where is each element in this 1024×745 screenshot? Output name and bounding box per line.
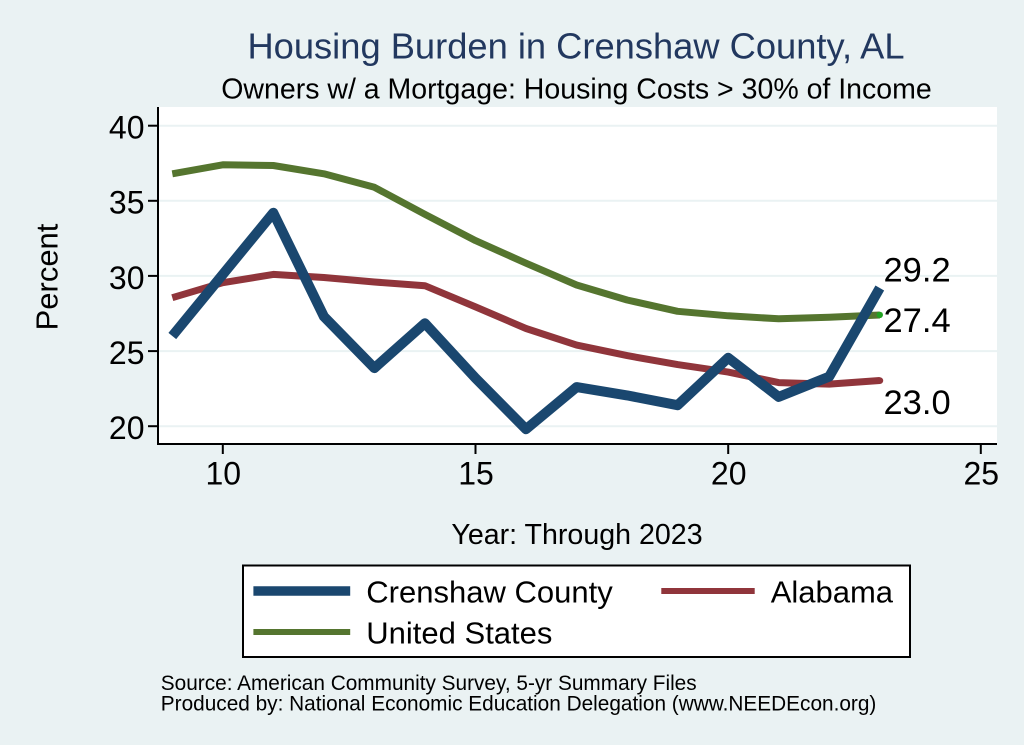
svg-text:20: 20 (109, 410, 145, 446)
svg-text:Crenshaw County: Crenshaw County (366, 575, 613, 610)
svg-text:40: 40 (109, 110, 145, 146)
svg-text:United States: United States (366, 615, 552, 650)
svg-text:Year: Through 2023: Year: Through 2023 (451, 519, 702, 551)
svg-text:25: 25 (964, 456, 1000, 492)
svg-text:25: 25 (109, 335, 145, 371)
svg-text:30: 30 (109, 260, 145, 296)
svg-text:Housing Burden in Crenshaw Cou: Housing Burden in Crenshaw County, AL (247, 26, 904, 67)
svg-text:15: 15 (458, 456, 494, 492)
svg-text:10: 10 (206, 456, 242, 492)
svg-text:20: 20 (711, 456, 747, 492)
svg-text:Produced by: National Economic: Produced by: National Economic Education… (161, 693, 877, 716)
svg-text:Owners w/ a Mortgage: Housing: Owners w/ a Mortgage: Housing Costs > 30… (221, 74, 931, 106)
svg-text:29.2: 29.2 (884, 252, 951, 290)
svg-text:Alabama: Alabama (771, 575, 894, 610)
svg-text:23.0: 23.0 (884, 384, 951, 422)
svg-text:27.4: 27.4 (884, 302, 951, 340)
svg-text:35: 35 (109, 185, 145, 221)
svg-text:Source: American Community Sur: Source: American Community Survey, 5-yr … (161, 672, 697, 695)
svg-text:Percent: Percent (30, 223, 65, 330)
